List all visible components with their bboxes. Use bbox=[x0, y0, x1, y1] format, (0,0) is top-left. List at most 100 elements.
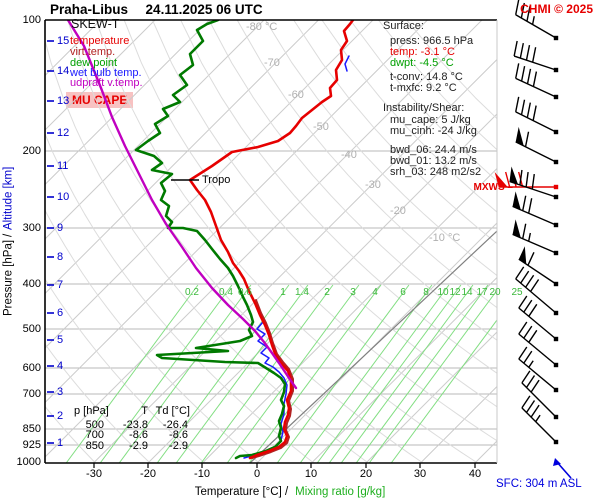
pressure-tick-label: 850 bbox=[22, 423, 41, 435]
t-conv-value: t-conv: 14.8 °C bbox=[390, 71, 463, 83]
wind-barb-full-tick bbox=[531, 47, 537, 63]
altitude-tick-label: 11 bbox=[57, 160, 69, 172]
temperature-tick-label: -20 bbox=[140, 468, 156, 480]
col-pressure: p [hPa] bbox=[74, 405, 109, 417]
altitude-tick-label: 7 bbox=[57, 279, 64, 291]
isotherm-label: -10 °C bbox=[429, 232, 461, 244]
altitude-tick-label: 6 bbox=[57, 307, 64, 319]
mu-cape-value: mu_cape: 5 J/kg bbox=[390, 114, 471, 126]
mixing-ratio-line bbox=[65, 284, 199, 463]
dry-adiabat-line bbox=[45, 209, 261, 463]
y-axis-title-altitude: Altitude [km] bbox=[2, 167, 15, 231]
station-name: Praha-Libus bbox=[50, 2, 129, 17]
wind-barb bbox=[509, 166, 559, 200]
isotherm-line bbox=[93, 58, 497, 463]
wind-barb-full-tick bbox=[528, 303, 538, 317]
tropopause-label: Tropo bbox=[202, 174, 231, 186]
surface-pressure: press: 966.5 hPa bbox=[390, 35, 474, 47]
mixing-ratio-line bbox=[99, 284, 233, 463]
wind-barb-staff bbox=[521, 407, 557, 443]
table-row: 500 -23.8 -26.4 bbox=[85, 418, 188, 431]
wind-barb-full-tick bbox=[525, 45, 531, 61]
srh-03-value: srh_03: 248 m2/s2 bbox=[390, 166, 482, 178]
altitude-tick-label: 2 bbox=[57, 410, 64, 422]
wind-barb-pennant bbox=[494, 172, 508, 187]
wind-barb-full-tick bbox=[518, 295, 528, 309]
legend-temperature: temperature bbox=[70, 35, 130, 47]
wind-barb-full-tick bbox=[532, 105, 537, 121]
wind-barb-full-tick bbox=[526, 6, 531, 22]
altitude-tick-label: 14 bbox=[57, 65, 70, 77]
wind-barb-full-tick bbox=[530, 279, 540, 292]
wind-barb-staff bbox=[518, 333, 557, 366]
wind-barb-half-tick bbox=[535, 414, 541, 423]
wind-barb bbox=[521, 395, 559, 445]
temperature-tick-label: 10 bbox=[304, 468, 318, 480]
mixing-ratio-line bbox=[248, 284, 382, 463]
wind-barb bbox=[512, 219, 559, 256]
mixing-ratio-label: 0.6 bbox=[238, 287, 252, 298]
wind-barb bbox=[515, 0, 559, 41]
dry-adiabat-line bbox=[45, 405, 97, 463]
dry-adiabat-line bbox=[208, 20, 497, 341]
wind-barb-full-tick bbox=[520, 270, 530, 284]
altitude-tick-label: 12 bbox=[57, 127, 70, 139]
wind-barb-full-tick bbox=[523, 350, 533, 364]
wind-barb-full-tick bbox=[525, 400, 536, 413]
sounding-datetime: 24.11.2025 06 UTC bbox=[145, 2, 263, 17]
legend-dew-point: dew point bbox=[70, 57, 118, 69]
dry-adiabat-line bbox=[95, 20, 479, 463]
isotherm-line bbox=[365, 331, 497, 463]
wet-bulb-temperature-upper-curve bbox=[344, 55, 350, 72]
pressure-tick-label: 400 bbox=[22, 278, 41, 290]
dry-adiabat-line bbox=[264, 20, 497, 277]
wind-barb-full-tick bbox=[524, 131, 530, 147]
mixing-ratio-line bbox=[368, 289, 497, 463]
wind-barb-pennant bbox=[518, 246, 527, 265]
wind-barb-full-tick bbox=[525, 274, 535, 288]
dry-adiabat-line bbox=[45, 343, 151, 463]
pressure-tick-label: 500 bbox=[22, 323, 41, 335]
mxws-label: MXWS – bbox=[473, 182, 513, 193]
wind-barb-full-tick bbox=[519, 42, 525, 59]
pressure-tick-label: 1000 bbox=[16, 456, 41, 468]
wind-barb-full-tick bbox=[520, 2, 526, 19]
mixing-ratio-line bbox=[390, 319, 497, 463]
wind-barb-staff bbox=[518, 358, 557, 391]
wind-barb-full-tick bbox=[527, 252, 535, 266]
isotherm-line bbox=[256, 222, 497, 463]
sfc-elevation-label: SFC: 304 m ASL bbox=[496, 478, 582, 490]
wind-barb-staff bbox=[515, 77, 557, 98]
dry-adiabat-line bbox=[123, 20, 497, 442]
mixing-ratio-label: 20 bbox=[489, 287, 501, 298]
wind-barb-staff bbox=[512, 233, 557, 254]
wind-barb-full-tick bbox=[513, 40, 518, 57]
altitude-tick-label: 13 bbox=[57, 95, 70, 107]
temperature-tick-label: -10 bbox=[194, 468, 210, 480]
wind-barb-full-tick bbox=[523, 325, 533, 339]
dry-adiabat-line bbox=[321, 20, 497, 213]
wind-barb bbox=[513, 40, 559, 73]
t-mxfc-value: t-mxfc: 9.2 °C bbox=[390, 82, 457, 94]
dry-adiabat-line bbox=[349, 20, 497, 182]
wind-barb-full-tick bbox=[525, 171, 529, 188]
wind-barb-full-tick bbox=[518, 346, 528, 360]
isotherm-label: -20 bbox=[390, 205, 406, 217]
mixing-ratio-label: 10 bbox=[437, 287, 449, 298]
wind-barb-full-tick bbox=[518, 321, 528, 335]
wind-barb-pennant bbox=[515, 126, 524, 146]
dew-point-curve bbox=[134, 20, 287, 460]
dry-adiabat-line bbox=[151, 20, 497, 408]
surface-temp: temp: -3.1 °C bbox=[390, 46, 455, 58]
table-row: 850 -2.9 -2.9 bbox=[85, 439, 188, 452]
pressure-tick-label: 700 bbox=[22, 388, 41, 400]
altitude-tick-label: 10 bbox=[57, 191, 70, 203]
isotherm-label: -70 bbox=[264, 57, 280, 69]
wind-barb-staff bbox=[515, 278, 557, 314]
wind-barb-full-tick bbox=[522, 223, 527, 239]
sounding-curves-layer bbox=[66, 20, 355, 460]
mixing-ratio-line bbox=[156, 284, 290, 463]
mixing-ratio-label: 2 bbox=[324, 287, 330, 298]
isotherm-line bbox=[420, 385, 497, 463]
sfc-arrow-head bbox=[553, 458, 561, 466]
